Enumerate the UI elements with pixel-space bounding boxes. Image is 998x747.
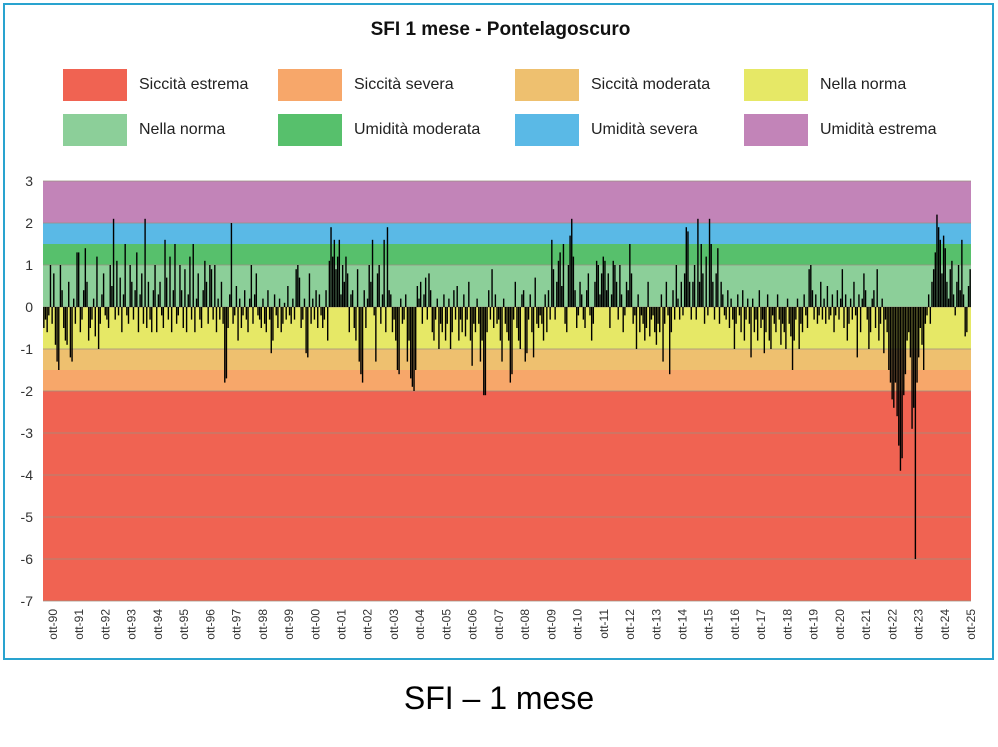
x-tick-label: ott-92 xyxy=(98,609,112,640)
x-tick-label: ott-05 xyxy=(439,609,453,640)
x-tick-label: ott-19 xyxy=(807,609,821,640)
x-tick-label: ott-11 xyxy=(597,609,611,639)
legend-swatch xyxy=(515,69,579,101)
legend-label: Umidità severa xyxy=(591,121,698,138)
legend-swatch xyxy=(63,114,127,146)
x-tick-label: ott-17 xyxy=(754,609,768,640)
legend-swatch xyxy=(744,114,808,146)
x-tick-label: ott-02 xyxy=(361,609,375,640)
legend-swatch xyxy=(744,69,808,101)
band-area xyxy=(43,181,971,223)
legend-label: Siccità moderata xyxy=(591,76,711,93)
x-tick-label: ott-16 xyxy=(728,609,742,640)
x-tick-label: ott-20 xyxy=(833,609,847,640)
x-tick-label: ott-03 xyxy=(387,609,401,640)
x-tick-label: ott-94 xyxy=(151,609,165,640)
y-tick-label: -2 xyxy=(21,383,34,399)
x-tick-label: ott-08 xyxy=(518,609,532,640)
legend-label: Umidità moderata xyxy=(354,121,481,138)
legend-label: Siccità severa xyxy=(354,76,454,93)
band-area xyxy=(43,391,971,601)
legend-swatch xyxy=(278,69,342,101)
x-tick-label: ott-93 xyxy=(125,609,139,640)
legend-label: Nella norma xyxy=(139,121,226,138)
chart-frame: 3 2 1 0 -1 -2 -3 -4 -5 -6 -7 ott-90 ott-91 ott-92 ott-… xyxy=(3,3,994,660)
y-tick-label: -6 xyxy=(21,551,34,567)
band-area xyxy=(43,223,971,244)
x-tick-label: ott-98 xyxy=(256,609,270,640)
chart-canvas: 3 2 1 0 -1 -2 -3 -4 -5 -6 -7 ott-90 ott-91 ott-92 ott-… xyxy=(21,173,978,640)
y-tick-label: 0 xyxy=(25,299,33,315)
x-tick-label: ott-18 xyxy=(780,609,794,640)
x-tick-label: ott-10 xyxy=(571,609,585,640)
x-tick-label: ott-22 xyxy=(885,609,899,640)
x-tick-label: ott-95 xyxy=(177,609,191,640)
x-tick-label: ott-90 xyxy=(46,609,60,640)
legend-swatch xyxy=(63,69,127,101)
y-tick-label: -1 xyxy=(21,341,34,357)
chart-title: SFI 1 mese - Pontelagoscuro xyxy=(370,19,631,40)
band-area xyxy=(43,349,971,370)
x-tick-label: ott-06 xyxy=(466,609,480,640)
x-tick-label: ott-96 xyxy=(203,609,217,640)
y-tick-label: 3 xyxy=(25,173,33,189)
x-tick-label: ott-00 xyxy=(308,609,322,640)
x-tick-label: ott-09 xyxy=(544,609,558,640)
y-tick-label: -3 xyxy=(21,425,34,441)
band-area xyxy=(43,244,971,265)
legend-swatch xyxy=(278,114,342,146)
x-tick-label: ott-04 xyxy=(413,609,427,640)
y-tick-label: -5 xyxy=(21,509,34,525)
x-tick-label: ott-12 xyxy=(623,609,637,640)
x-tick-label: ott-07 xyxy=(492,609,506,640)
x-tick-label: ott-91 xyxy=(72,609,86,640)
x-tick-label: ott-15 xyxy=(702,609,716,640)
legend-label: Nella norma xyxy=(820,76,907,93)
band-area xyxy=(43,370,971,391)
x-tick-label: ott-25 xyxy=(964,609,978,640)
x-tick-label: ott-97 xyxy=(230,609,244,640)
y-tick-label: -7 xyxy=(21,593,34,609)
y-tick-label: -4 xyxy=(21,467,34,483)
x-tick-label: ott-14 xyxy=(675,609,689,640)
x-tick-label: ott-01 xyxy=(335,609,349,640)
x-tick-label: ott-21 xyxy=(859,609,873,640)
figure-caption: SFI – 1 mese xyxy=(403,680,595,716)
y-tick-label: 2 xyxy=(25,215,33,231)
legend-swatch xyxy=(515,114,579,146)
legend-label: Siccità estrema xyxy=(139,76,249,93)
x-tick-label: ott-24 xyxy=(938,609,952,640)
y-tick-label: 1 xyxy=(25,257,33,273)
legend-label: Umidità estrema xyxy=(820,121,937,138)
x-tick-label: ott-13 xyxy=(649,609,663,640)
x-tick-label: ott-99 xyxy=(282,609,296,640)
x-tick-label: ott-23 xyxy=(912,609,926,640)
